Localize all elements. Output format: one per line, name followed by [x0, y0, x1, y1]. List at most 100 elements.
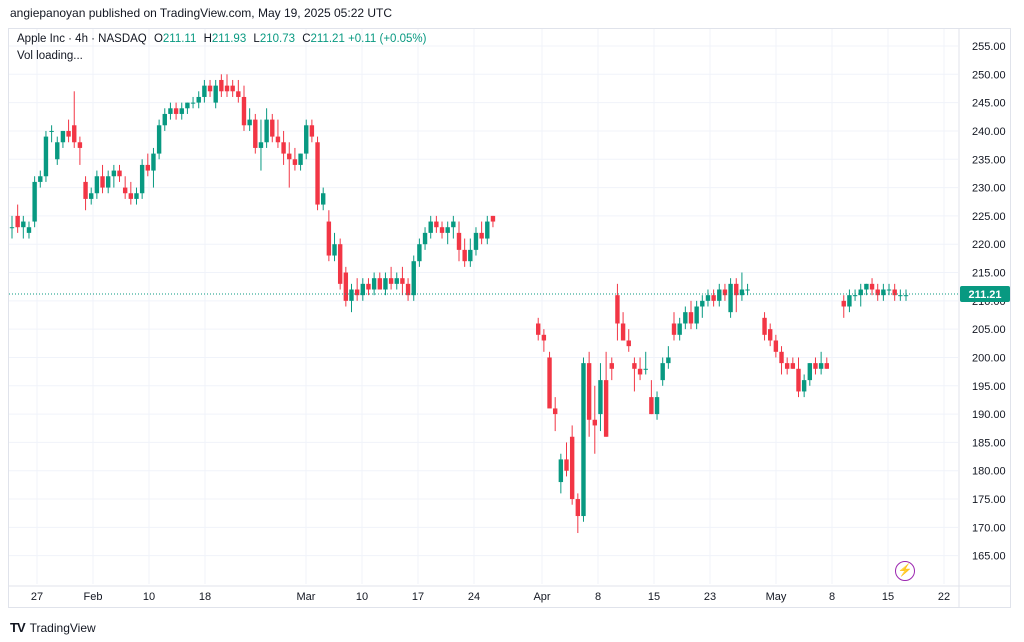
candle-body: [15, 215, 20, 228]
candle-body: [841, 300, 846, 307]
lightning-bolt-icon[interactable]: ⚡: [895, 561, 915, 581]
low-label: L: [253, 33, 260, 45]
candle-body: [434, 221, 439, 228]
candle-body: [83, 181, 88, 199]
candle-body: [105, 176, 111, 188]
candle-body: [360, 283, 366, 296]
candle-body: [552, 408, 558, 415]
candle-body: [886, 289, 892, 291]
candle-body: [813, 363, 818, 369]
y-tick-label: 230.00: [972, 183, 1006, 195]
y-tick-label: 180.00: [972, 466, 1006, 478]
candle-body: [230, 85, 235, 92]
candle-body: [383, 278, 388, 290]
candle-body: [734, 283, 739, 296]
candle-body: [711, 295, 716, 301]
candle-body: [168, 108, 173, 114]
y-tick-label: 240.00: [972, 126, 1006, 138]
candle-body: [473, 232, 479, 250]
candle-body: [349, 289, 354, 301]
candle-body: [343, 272, 349, 301]
candle-body: [598, 380, 603, 415]
candle-body: [575, 499, 581, 517]
candle-body: [122, 187, 128, 194]
x-tick-label: 8: [595, 591, 601, 603]
candle-body: [705, 295, 711, 301]
y-tick-label: 220.00: [972, 239, 1006, 251]
y-tick-label: 200.00: [972, 352, 1006, 364]
x-tick-label: 8: [829, 591, 835, 603]
symbol-title[interactable]: Apple Inc · 4h · NASDAQ: [17, 33, 147, 45]
candle-body: [654, 397, 660, 415]
candle-body: [615, 295, 620, 324]
candle-body: [632, 363, 637, 369]
candle-body: [790, 363, 796, 369]
candle-body: [875, 289, 880, 296]
change-value: +0.11 (+0.05%): [348, 33, 427, 45]
candle-body: [337, 244, 343, 284]
candle-body: [100, 176, 105, 188]
candle-body: [479, 232, 484, 239]
candle-body: [77, 142, 83, 148]
candle-body: [700, 300, 705, 307]
x-tick-label: 10: [143, 591, 155, 603]
candle-body: [394, 278, 399, 284]
candle-body: [603, 380, 609, 437]
candle-body: [637, 368, 643, 375]
candle-body: [649, 397, 654, 415]
candle-body: [411, 261, 416, 296]
y-tick-label: 235.00: [972, 154, 1006, 166]
x-tick-label: 23: [704, 591, 716, 603]
candle-body: [315, 142, 320, 205]
candle-body: [456, 232, 462, 250]
candle-body: [581, 363, 586, 517]
x-tick-label: Feb: [84, 591, 103, 603]
x-tick-label: 27: [31, 591, 43, 603]
y-tick-label: 250.00: [972, 69, 1006, 81]
candle-body: [796, 368, 801, 392]
x-tick-label: Apr: [533, 591, 550, 603]
candle-body: [445, 227, 450, 233]
candle-body: [134, 193, 139, 199]
y-tick-label: 190.00: [972, 409, 1006, 421]
candle-body: [366, 283, 371, 290]
candle-body: [151, 153, 156, 171]
candle-body: [660, 363, 665, 381]
candle-body: [49, 130, 54, 132]
candle-body: [779, 351, 784, 364]
candle-body: [807, 363, 813, 381]
y-tick-label: 245.00: [972, 98, 1006, 110]
close-value: 211.21: [310, 33, 345, 45]
tradingview-logo-icon[interactable]: TV: [10, 620, 26, 635]
y-tick-label: 225.00: [972, 211, 1006, 223]
volume-indicator-status[interactable]: Vol loading...: [17, 50, 83, 62]
candle-body: [196, 96, 201, 103]
candle-body: [620, 323, 626, 341]
tradingview-brand[interactable]: TradingView: [29, 620, 96, 635]
y-tick-label: 205.00: [972, 324, 1006, 336]
candle-body: [173, 108, 179, 114]
candle-body: [321, 193, 326, 205]
candle-body: [264, 119, 269, 143]
open-value: 211.11: [162, 33, 197, 45]
last-price-label: 211.21: [968, 289, 1001, 301]
candle-body: [892, 289, 897, 296]
candle-body: [728, 283, 733, 313]
candle-body: [213, 85, 218, 103]
y-tick-label: 195.00: [972, 381, 1006, 393]
candle-body: [541, 334, 547, 341]
candle-body: [162, 113, 167, 126]
candle-body: [722, 289, 728, 296]
candle-body: [558, 459, 564, 483]
candle-body: [66, 130, 71, 137]
candle-body: [94, 176, 100, 194]
candle-body: [485, 221, 490, 239]
candle-body: [117, 170, 122, 177]
candle-body: [179, 108, 184, 114]
close-label: C: [302, 33, 311, 45]
x-tick-label: 10: [356, 591, 368, 603]
candle-body: [569, 436, 575, 500]
x-tick-label: 18: [199, 591, 211, 603]
low-value: 210.73: [259, 33, 296, 45]
